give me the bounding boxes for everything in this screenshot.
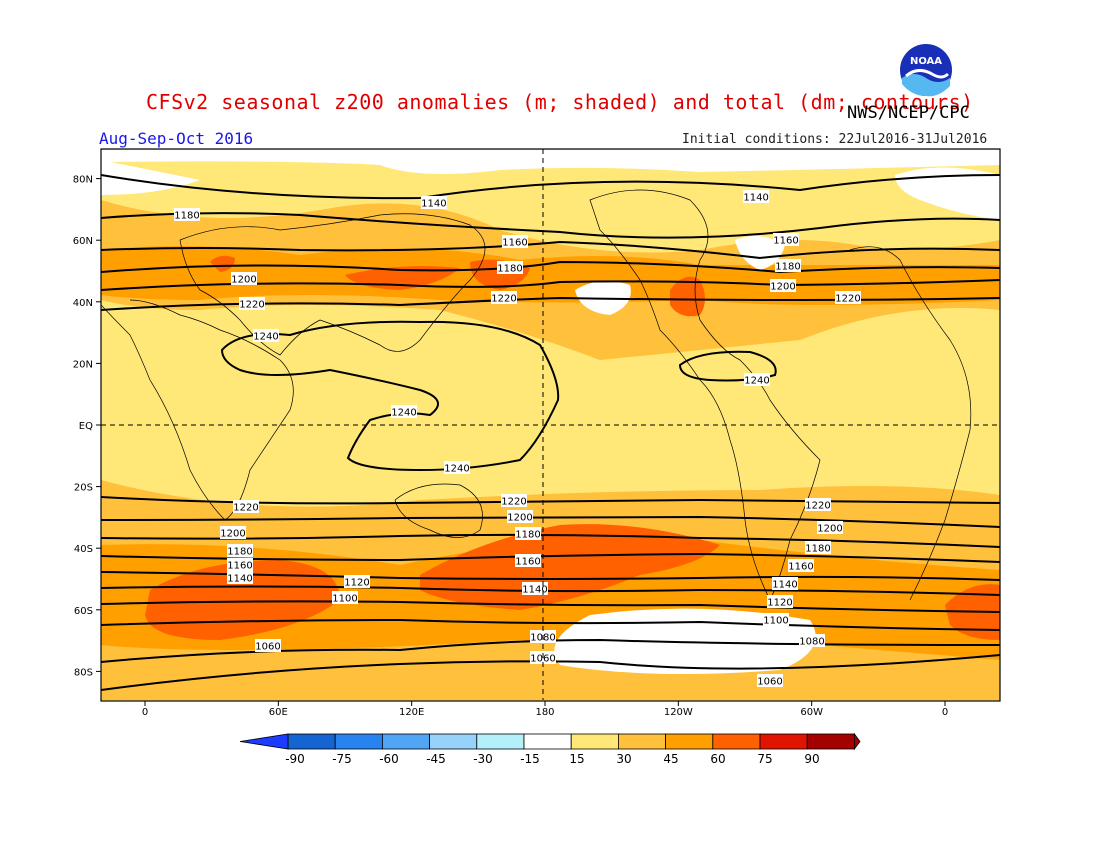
colorbar-swatch [287,733,336,750]
contour-label: 1200 [507,513,532,524]
contour-label: 1240 [744,376,769,387]
lon-tick-label: 60W [800,707,823,718]
lon-tick-label: 120W [664,707,693,718]
contour-label: 1100 [332,594,357,605]
colorbar-tick-label: 30 [616,752,631,766]
lat-tick-label: 60N [73,236,93,247]
anomaly-white-f [895,167,1000,220]
contour-label: 1200 [817,524,842,535]
colorbar-tick-label: -90 [285,752,305,766]
lon-tick-label: 0 [142,707,148,718]
forecast-period: Aug-Sep-Oct 2016 [99,129,254,148]
contour-label: 1240 [444,464,469,475]
contour-label: 1140 [227,574,252,585]
contour-label: 1140 [772,580,797,591]
contour-label: 1060 [757,677,782,688]
contour-label: 1060 [530,654,555,665]
contour-label: 1160 [227,561,252,572]
contour-label: 1140 [421,199,446,210]
contour-label: 1180 [805,544,830,555]
agency-label: NWS/NCEP/CPC [847,103,970,123]
chart-title: CFSv2 seasonal z200 anomalies (m; shaded… [146,90,974,114]
colorbar-swatch [665,733,714,750]
colorbar-swatch [759,733,808,750]
lat-tick-label: 80S [74,667,93,678]
lon-tick-label: 180 [535,707,554,718]
contour-label: 1200 [220,529,245,540]
colorbar-tick-label: -75 [332,752,352,766]
contour-label: 1160 [773,236,798,247]
colorbar-swatch [381,733,430,750]
colorbar-swatch [806,733,855,750]
colorbar-swatch [618,733,667,750]
colorbar-tick-label: -60 [379,752,399,766]
lat-tick-label: 40S [74,544,93,555]
contour-label: 1220 [491,294,516,305]
lon-tick-label: 120E [399,707,424,718]
colorbar-swatch [523,733,572,750]
contour-label: 1180 [497,264,522,275]
lat-tick-label: 20S [74,483,93,494]
colorbar-tick-label: 15 [569,752,584,766]
colorbar-tick-label: 90 [804,752,819,766]
contour-label: 1180 [174,211,199,222]
contour-label: 1160 [502,238,527,249]
lat-tick-label: 20N [73,359,93,370]
contour-labels: 1140 1140 1180 1180 1160 1180 1200 1220 1160 1180… [174,190,861,688]
lon-tick-label: 60E [269,707,288,718]
contour-label: 1080 [799,637,824,648]
colorbar-tick-label: 45 [663,752,678,766]
lat-tick-label: EQ [79,421,93,432]
contour-label: 1160 [788,562,813,573]
contour-label: 1160 [515,557,540,568]
anomaly-shading [101,150,1000,700]
contour-label: 1120 [767,598,792,609]
contour-label: 1240 [253,332,278,343]
colorbar-high-arrow [854,732,861,751]
colorbar-tick-label: -15 [520,752,540,766]
lon-tick-label: 0 [942,707,948,718]
contour-label: 1220 [239,300,264,311]
anomaly-white-b [101,150,1000,174]
contour-label: 1200 [770,282,795,293]
anomaly-band-60-75-g [210,255,235,272]
lat-tick-label: 40N [73,298,93,309]
contour-label: 1180 [515,530,540,541]
contour-label: 1140 [743,193,768,204]
svg-text:NOAA: NOAA [910,56,942,67]
noaa-logo-icon: NOAA [897,41,955,99]
initial-conditions: Initial conditions: 22Jul2016-31Jul2016 [682,132,988,147]
anomaly-band-60-75-b [420,524,720,610]
colorbar-low-arrow [239,733,289,750]
contour-label: 1220 [835,294,860,305]
lat-tick-label: 80N [73,175,93,186]
colorbar-swatch [476,733,525,750]
colorbar-swatch [570,733,619,750]
contour-label: 1240 [391,408,416,419]
contour-label: 1180 [775,262,800,273]
colorbar-swatch [429,733,478,750]
colorbar-tick-label: 75 [757,752,772,766]
contour-label: 1100 [763,616,788,627]
colorbar-tick-label: -45 [426,752,446,766]
colorbar-swatch [712,733,761,750]
contour-label: 1220 [805,501,830,512]
anomaly-white-d [735,236,785,270]
longitude-axis: 0 60E 120E 180 120W 60W 0 [142,701,948,718]
contour-label: 1180 [227,547,252,558]
lat-tick-label: 60S [74,606,93,617]
contour-label: 1220 [233,503,258,514]
contour-label: 1120 [344,578,369,589]
colorbar-swatch [334,733,383,750]
latitude-axis: 80N 60N 40N 20N EQ 20S 40S 60S 80S [73,175,101,678]
contour-label: 1140 [522,585,547,596]
contour-label: 1220 [501,497,526,508]
colorbar-tick-label: -30 [473,752,493,766]
contour-label: 1200 [231,275,256,286]
colorbar-tick-label: 60 [710,752,725,766]
contour-label: 1060 [255,642,280,653]
